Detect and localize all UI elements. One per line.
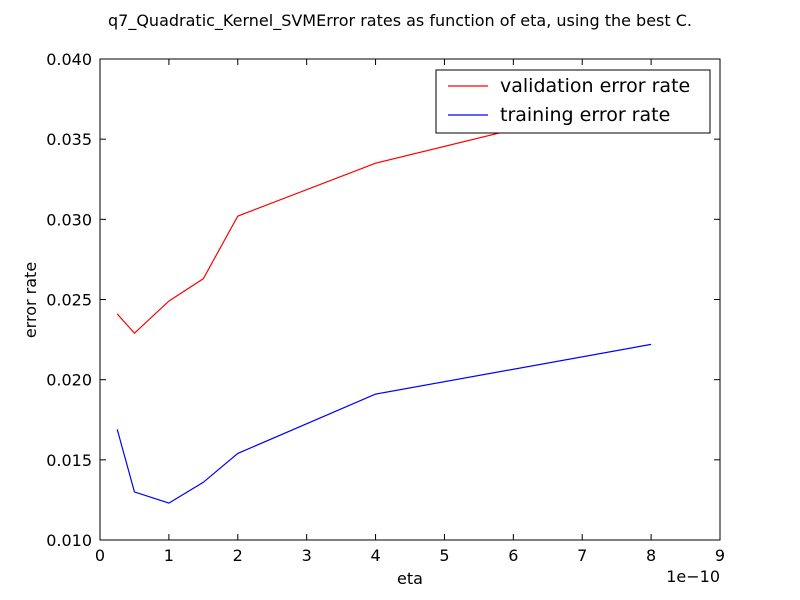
x-offset-label: 1e−10 — [666, 567, 720, 586]
x-tick-label: 2 — [233, 546, 243, 565]
legend-label-validation: validation error rate — [500, 75, 690, 97]
legend-label-training: training error rate — [500, 104, 670, 126]
legend: validation error rate training error rat… — [435, 69, 711, 134]
x-axis-label: eta — [397, 569, 423, 588]
x-tick-label: 7 — [577, 546, 587, 565]
x-tick-label: 1 — [164, 546, 174, 565]
y-tick-label: 0.025 — [46, 291, 92, 310]
x-tick-label: 4 — [370, 546, 380, 565]
chart-title: q7_Quadratic_Kernel_SVMError rates as fu… — [108, 11, 692, 31]
x-tick-label: 3 — [302, 546, 312, 565]
series-line-validation — [116, 95, 652, 335]
x-tick-label: 9 — [715, 546, 725, 565]
plot-frame — [99, 58, 721, 541]
y-tick-label: 0.020 — [46, 371, 92, 390]
y-tick-label: 0.010 — [46, 531, 92, 550]
ticks-layer: 0 1 2 3 4 5 6 7 8 9 0.010 0.015 0.020 0.025 0.030 0.035… — [46, 50, 725, 565]
y-tick-label: 0.030 — [46, 210, 92, 229]
legend-box — [435, 69, 711, 134]
series-layer — [116, 95, 652, 504]
y-tick-label: 0.040 — [46, 50, 92, 69]
y-axis-label: error rate — [21, 262, 40, 338]
y-tick-label: 0.035 — [46, 130, 92, 149]
x-tick-label: 8 — [646, 546, 656, 565]
x-tick-label: 5 — [439, 546, 449, 565]
series-line-training — [116, 343, 652, 504]
x-tick-label: 0 — [95, 546, 105, 565]
x-tick-label: 6 — [508, 546, 518, 565]
y-tick-label: 0.015 — [46, 451, 92, 470]
